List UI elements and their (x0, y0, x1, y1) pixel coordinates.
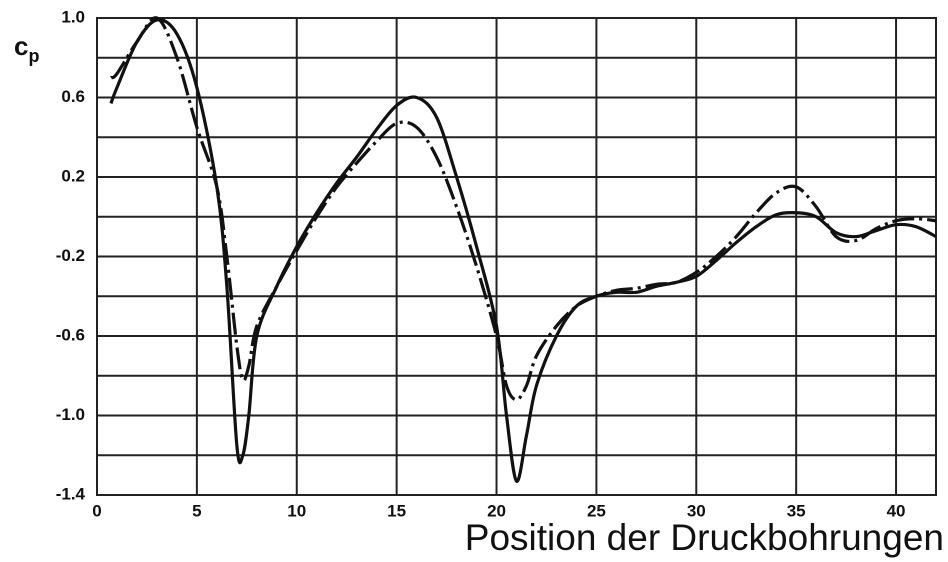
plot-frame (96, 17, 937, 496)
y-label-sub: p (28, 46, 39, 66)
x-tick-label: 15 (387, 501, 406, 520)
x-axis-label: Position der Druckbohrungen (465, 517, 944, 558)
x-tick-label: 0 (92, 501, 101, 520)
x-tick-label: 10 (287, 501, 306, 520)
data-line (110, 16, 937, 402)
x-tick-label: 40 (887, 501, 906, 520)
y-tick-label: -1.4 (56, 484, 86, 503)
y-tick-label: 0.6 (61, 87, 85, 106)
y-tick-label: -0.2 (56, 246, 85, 265)
x-tick-label: 35 (787, 501, 806, 520)
y-tick-label: 1.0 (61, 7, 85, 26)
y-tick-label: 0.2 (61, 166, 85, 185)
y-label-base: c (14, 31, 28, 61)
y-tick-label: -0.6 (56, 325, 85, 344)
y-axis-label: cp (14, 31, 39, 66)
x-tick-label: 25 (587, 501, 606, 520)
x-tick-label: 20 (487, 501, 506, 520)
x-tick-label: 30 (687, 501, 706, 520)
y-tick-label: -1.0 (56, 405, 85, 424)
x-tick-label: 5 (192, 501, 201, 520)
data-line (109, 18, 937, 483)
